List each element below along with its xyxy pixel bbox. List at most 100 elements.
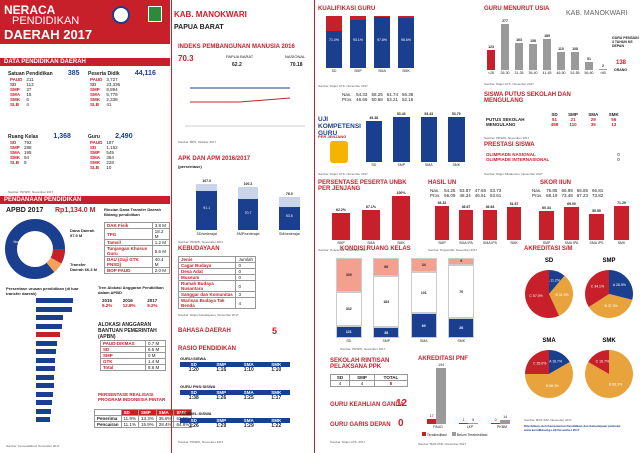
kualifikasi-label: 97.8%: [377, 38, 387, 42]
iiun-nas-2: 66.99: [561, 188, 573, 193]
putus-head-cell: SMA: [588, 112, 599, 117]
usia-bar: [598, 69, 608, 70]
guru-cell: SMA: [90, 155, 100, 160]
putus-row: MENGULANG 458 110 35 13: [484, 122, 624, 127]
pip-head-row: SD SMP SMA SMK: [94, 409, 193, 416]
kualifikasi-category: SMA: [378, 69, 386, 73]
rincian-row: Tunjangan Khusus Guru 5.6 M: [104, 245, 171, 257]
pnf-terakreditasi-bar: [490, 423, 501, 424]
putus-cell: 21: [570, 117, 576, 122]
putus-cell: 458: [550, 122, 559, 127]
pip-row: Pencairan 11.1% 15.9% 28.4% 64.8%: [94, 421, 193, 428]
donut-dana-daerah: [5, 219, 65, 279]
peserta-cell: SMA: [90, 92, 100, 97]
satuan-cell: 37: [26, 87, 32, 92]
pnf-belum-label: 14: [503, 414, 508, 419]
apm-bar: [196, 190, 217, 230]
hasil-un-bar: [458, 210, 474, 240]
putus-table: SD SMP SMA SMK PUTUS SEKOLAH 51 21 29 56 MENGULAN…: [484, 112, 624, 127]
kualifikasi-label: 95.6%: [401, 38, 411, 42]
guru-cell: SD: [90, 145, 97, 150]
prestasi-source: Sumber: Ditjen Dikdasmen, November 2017: [484, 172, 543, 176]
hasil-un-prov-3: 46.61: [474, 193, 486, 198]
peserta-row: SMA 5,778: [88, 92, 122, 97]
ukg-nas-2: 58.25: [371, 92, 383, 97]
usia-category: 41-45: [542, 71, 552, 75]
ukg-bar: [365, 120, 382, 162]
kondisi-rusak-bar: [335, 258, 362, 293]
urusan-bar: [36, 340, 58, 346]
putus-row: PUTUS SEKOLAH 51 21 29 56: [484, 117, 624, 122]
divider-2: [314, 0, 315, 453]
rasio-guru-table: SD SMP SMA SMK 1:20 1:16 1:10 1:10: [180, 362, 290, 373]
satuan-row: SLB 4: [8, 102, 36, 107]
hasil-un-nas-1: 54.25: [444, 188, 456, 193]
kebudayaan-source: Sumber: Ditjen Kebudayaan, November 2017: [178, 313, 239, 317]
kebudayaan-heading: KEBUDAYAAN: [178, 246, 220, 252]
iiun-table: Nas. 76.85 66.99 65.85 66.81 Prov. 68.19 73.48…: [530, 188, 605, 198]
pnf-heading: AKREDITASI PNF: [418, 356, 468, 362]
ipm-line-chart: [185, 87, 305, 127]
satuan-cell: SMP: [10, 87, 20, 92]
urusan-bar: [36, 298, 74, 303]
usia-category: 36-40: [528, 71, 538, 75]
bahasa-value: 5: [272, 326, 278, 336]
ipm-papua-value: 62.2: [232, 62, 242, 68]
rasio-pns-cell: 1:25: [243, 395, 254, 401]
akreditasi-slice-label: A 28.9%: [613, 283, 626, 287]
usia-category: >60: [600, 71, 606, 75]
hasil-un-chart: 54.32 46.67 46.64 51.87: [430, 200, 526, 240]
kebudayaan-row: Warisan Budaya Tak Benda 4: [177, 297, 256, 309]
ukg-category: SD: [371, 163, 377, 167]
tren-year-2: 2016: [122, 298, 133, 303]
prestasi-cell: OLIMPIADE INTERNASIONAL: [486, 157, 550, 162]
ukg-sub: PER JENJANG: [318, 134, 347, 139]
akreditasi-pie-title: SMK: [602, 338, 616, 344]
kondisi-chart: 121 332 339 38 184 66 60 101 34 26 70 9: [330, 258, 480, 338]
ukg-prov-4: 52.16: [401, 97, 414, 102]
rasio-pns-cell: 1:26: [216, 395, 227, 401]
urusan-bar: [36, 306, 72, 312]
iiun-prov-2: 73.48: [561, 193, 573, 198]
pnf-terakreditasi-bar: [426, 419, 437, 424]
hasil-un-label: 46.67: [461, 205, 471, 210]
tren-table: 2015 2016 2017 9.2% 12.8% 9.2%: [100, 298, 166, 308]
guru-cell: 187: [106, 140, 114, 145]
satuan-cell: PAUD: [10, 77, 23, 82]
akreditasi-slice-label: B 31.9%: [555, 293, 568, 297]
rasio-rombel-label: ROMBEL:SISWA: [180, 411, 212, 416]
unbk-categories: SMP SMA SMK: [326, 241, 416, 247]
apk-sub: (persentase): [178, 164, 202, 169]
apk-category: SM/sederajat: [279, 232, 300, 236]
putus-heading: SISWA PUTUS SEKOLAH DAN MENGULANG: [484, 92, 571, 104]
ipm-source: Sumber: BPS, Oktober 2017: [178, 140, 217, 144]
ruang-row: SLB 9: [8, 160, 34, 165]
hasil-un-prov-1: 56.09: [444, 193, 456, 198]
prestasi-heading: PRESTASI SISWA: [484, 142, 535, 148]
akreditasi-slice-a: [549, 350, 570, 374]
rintisan-heading: SEKOLAH RINTISAN PELAKSANA PPK: [330, 358, 390, 370]
unbk-label: 67.1%: [366, 205, 376, 210]
rasio-guru-head: SD SMP SMA SMK: [180, 362, 290, 367]
peserta-cell: 2,338: [106, 97, 118, 102]
pnf-categories: PAUD LKP PKBM: [422, 425, 518, 431]
pnf-chart: 17 194 1 5 0 14: [422, 363, 518, 424]
ukg-icon: [330, 141, 348, 163]
apk-category: SMP/sederajat: [236, 232, 260, 236]
peserta-cell: 3,727: [106, 77, 118, 82]
kondisi-rusak-label: 66: [384, 265, 389, 270]
transfer-label: Transfer Daerah 66.3 M: [70, 262, 97, 272]
peserta-row: SLB 41: [88, 102, 122, 107]
hasil-un-label: 54.32: [437, 200, 447, 205]
akreditasi-slice-label: C 16.7%: [596, 360, 609, 364]
putus-source: Sumber: PDSPK, November 2017: [484, 136, 530, 140]
rincian-title: Rincian Dana Transfer Daerah Bidang pend…: [104, 207, 161, 217]
tren-val-3: 9.2%: [147, 303, 158, 308]
iiun-category: SMK: [617, 241, 626, 245]
peserta-cell: 41: [106, 102, 112, 107]
rasio-guru-cell: 1:10: [243, 367, 254, 373]
putus-cell: 56: [611, 117, 617, 122]
akreditasi-slice-label: C 34.1%: [591, 285, 604, 289]
iiun-label: 60.34: [542, 206, 551, 211]
peserta-total: 44,116: [134, 70, 156, 77]
